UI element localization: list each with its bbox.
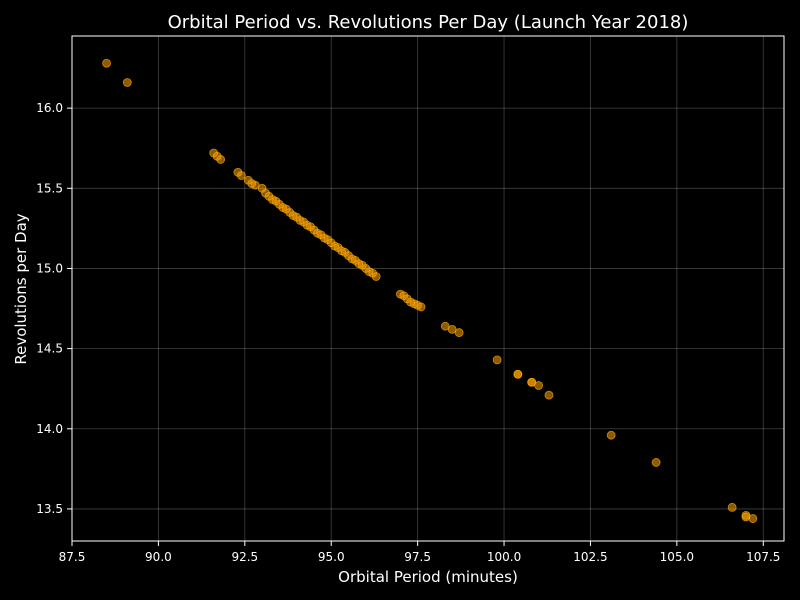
y-axis-label: Revolutions per Day	[12, 213, 30, 364]
x-axis-label: Orbital Period (minutes)	[338, 568, 518, 586]
x-tick-label: 87.5	[59, 550, 86, 564]
x-tick-label: 100.0	[487, 550, 521, 564]
x-tick-label: 105.0	[660, 550, 694, 564]
x-tick-label: 90.0	[145, 550, 172, 564]
data-point	[748, 514, 758, 523]
x-tick-label: 107.5	[746, 550, 780, 564]
grid-lines	[71, 36, 784, 541]
y-tick-label: 15.0	[36, 261, 63, 275]
data-points	[102, 58, 758, 523]
data-point	[513, 369, 523, 379]
data-point	[651, 458, 661, 467]
chart-title: Orbital Period vs. Revolutions Per Day (…	[168, 12, 689, 33]
x-tick-label: 97.5	[404, 550, 431, 564]
y-tick-label: 14.0	[36, 422, 63, 436]
data-point	[236, 171, 246, 180]
y-tick-label: 15.5	[36, 181, 63, 195]
x-tick-label: 95.0	[318, 550, 345, 564]
data-point	[216, 155, 226, 164]
plot-frame	[71, 35, 785, 542]
y-tick-label: 14.5	[36, 342, 63, 356]
x-tick-label: 92.5	[231, 550, 258, 564]
data-point	[492, 355, 502, 365]
data-point	[727, 502, 737, 512]
y-tick-label: 13.5	[36, 502, 63, 516]
data-point	[122, 78, 132, 87]
y-tick-label: 16.0	[36, 101, 63, 115]
data-point	[544, 390, 554, 400]
data-point	[534, 381, 544, 390]
data-point	[102, 58, 111, 68]
x-tick-label: 102.5	[573, 550, 607, 564]
axis-ticks: 87.5 90.0 92.5 95.0 97.5 100.0 102.5 105.0 107.5…	[36, 101, 780, 564]
data-point	[416, 302, 426, 312]
data-point	[454, 328, 464, 337]
data-point	[606, 430, 616, 440]
data-point	[371, 272, 381, 281]
